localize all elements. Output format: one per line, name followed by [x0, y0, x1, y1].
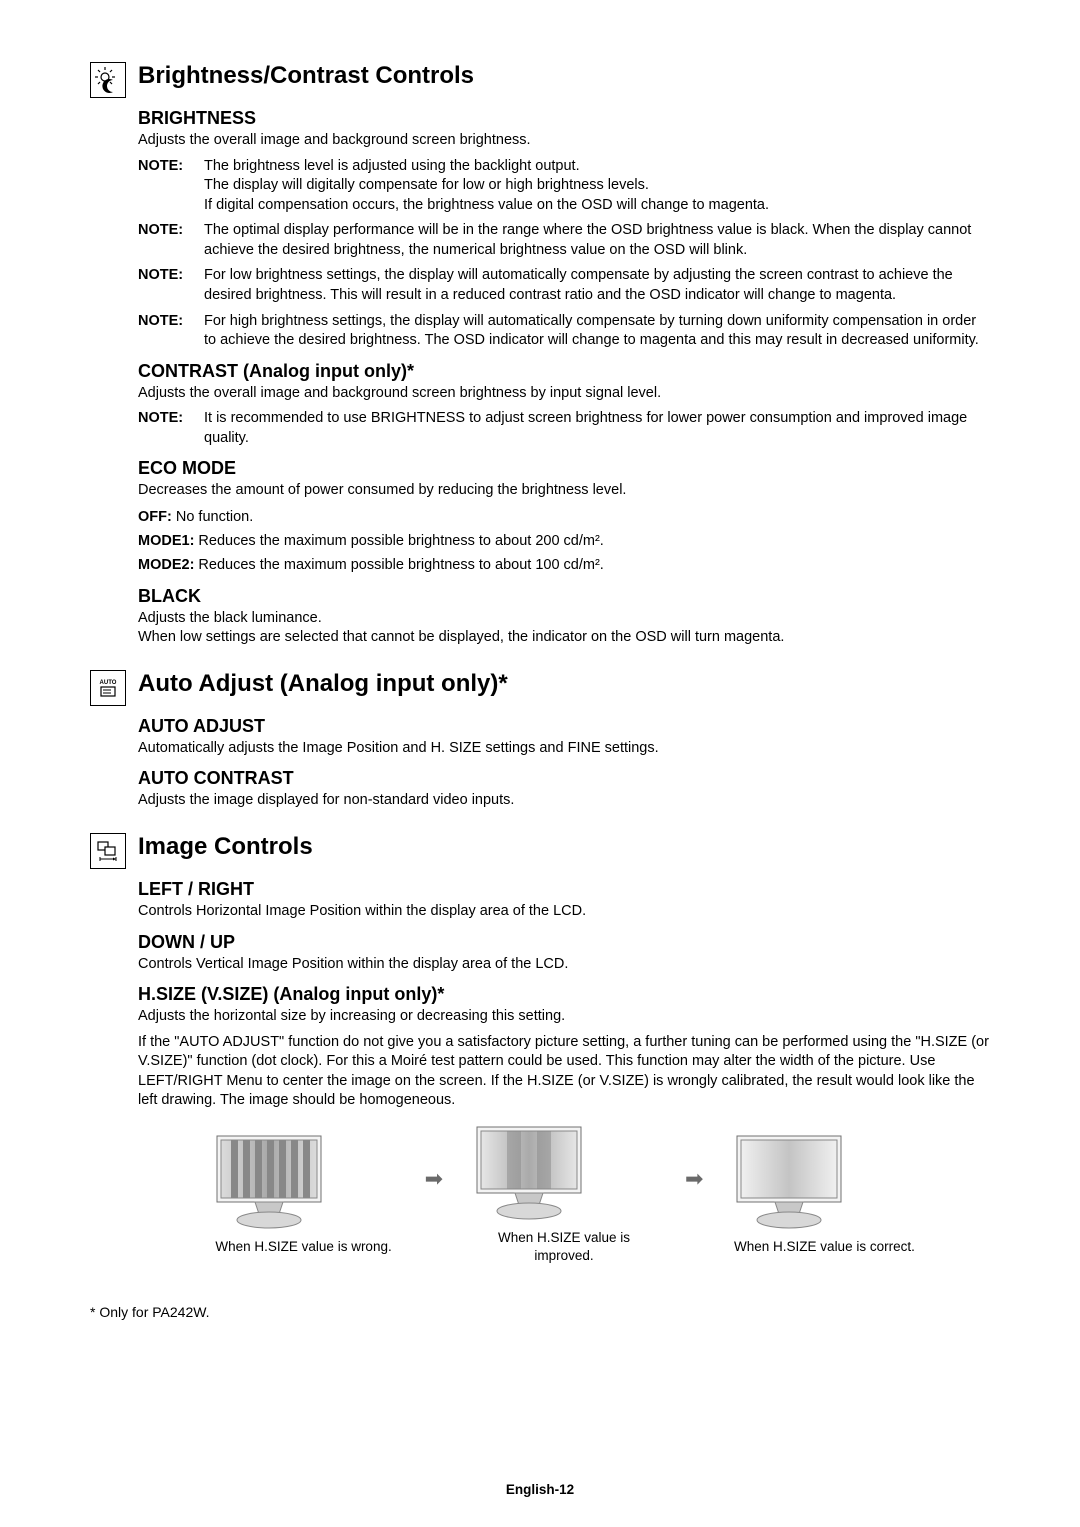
auto-adjust-icon: AUTO	[90, 670, 126, 706]
section-auto-adjust: AUTO Auto Adjust (Analog input only)* AU…	[90, 668, 990, 811]
note-body: For high brightness settings, the displa…	[204, 312, 990, 351]
desc-auto-adjust: Automatically adjusts the Image Position…	[138, 739, 990, 759]
document-page: Brightness/Contrast Controls BRIGHTNESS …	[0, 0, 1080, 1527]
note-label: NOTE:	[138, 409, 190, 448]
desc-brightness: Adjusts the overall image and background…	[138, 131, 990, 151]
image-controls-icon	[90, 833, 126, 869]
arrow-icon: ➡	[425, 1166, 443, 1192]
note-row: NOTE: The brightness level is adjusted u…	[138, 157, 990, 216]
desc-contrast: Adjusts the overall image and background…	[138, 384, 990, 404]
caption-improved: When H.SIZE value is improved.	[469, 1229, 659, 1264]
note-row: NOTE: The optimal display performance wi…	[138, 221, 990, 260]
section-brightness-contrast: Brightness/Contrast Controls BRIGHTNESS …	[90, 60, 990, 648]
section-head: Image Controls	[90, 831, 990, 869]
label-mode2: MODE2:	[138, 557, 194, 573]
heading-downup: DOWN / UP	[138, 932, 990, 953]
desc-hsize: Adjusts the horizontal size by increasin…	[138, 1007, 990, 1027]
black-line2: When low settings are selected that cann…	[138, 628, 990, 648]
section-title: Brightness/Contrast Controls	[138, 60, 474, 91]
desc-auto-contrast: Adjusts the image displayed for non-stan…	[138, 791, 990, 811]
brightness-icon	[90, 62, 126, 98]
section-title: Auto Adjust (Analog input only)*	[138, 668, 508, 699]
heading-auto-adjust: AUTO ADJUST	[138, 716, 990, 737]
para-hsize: If the "AUTO ADJUST" function do not giv…	[138, 1033, 990, 1111]
heading-hsize: H.SIZE (V.SIZE) (Analog input only)*	[138, 984, 990, 1005]
footnote: * Only for PA242W.	[90, 1304, 990, 1320]
monitor-correct: When H.SIZE value is correct.	[729, 1132, 919, 1256]
black-line1: Adjusts the black luminance.	[138, 609, 990, 629]
section-head: AUTO Auto Adjust (Analog input only)*	[90, 668, 990, 706]
section-title: Image Controls	[138, 831, 313, 862]
content-image: LEFT / RIGHT Controls Horizontal Image P…	[138, 879, 990, 1264]
heading-eco: ECO MODE	[138, 458, 990, 479]
note-label: NOTE:	[138, 266, 190, 305]
text-mode2: Reduces the maximum possible brightness …	[194, 557, 603, 573]
label-off: OFF:	[138, 509, 172, 525]
note-row: NOTE: For low brightness settings, the d…	[138, 266, 990, 305]
svg-text:AUTO: AUTO	[100, 680, 117, 686]
text-off: No function.	[172, 509, 253, 525]
desc-downup: Controls Vertical Image Position within …	[138, 955, 990, 975]
arrow-icon: ➡	[685, 1166, 703, 1192]
note-label: NOTE:	[138, 221, 190, 260]
heading-black: BLACK	[138, 586, 990, 607]
content-brightness: BRIGHTNESS Adjusts the overall image and…	[138, 108, 990, 648]
heading-auto-contrast: AUTO CONTRAST	[138, 768, 990, 789]
note-body: For low brightness settings, the display…	[204, 266, 990, 305]
eco-mode1: MODE1: Reduces the maximum possible brig…	[138, 531, 990, 551]
note-row: NOTE: For high brightness settings, the …	[138, 312, 990, 351]
monitor-wrong: When H.SIZE value is wrong.	[209, 1132, 399, 1256]
heading-leftright: LEFT / RIGHT	[138, 879, 990, 900]
monitors-row: When H.SIZE value is wrong. ➡	[138, 1123, 990, 1264]
heading-brightness: BRIGHTNESS	[138, 108, 990, 129]
note-body: It is recommended to use BRIGHTNESS to a…	[204, 409, 990, 448]
section-image-controls: Image Controls LEFT / RIGHT Controls Hor…	[90, 831, 990, 1264]
eco-mode2: MODE2: Reduces the maximum possible brig…	[138, 555, 990, 575]
eco-off: OFF: No function.	[138, 507, 990, 527]
desc-leftright: Controls Horizontal Image Position withi…	[138, 902, 990, 922]
caption-correct: When H.SIZE value is correct.	[729, 1238, 919, 1256]
page-number: English-12	[0, 1482, 1080, 1497]
content-auto: AUTO ADJUST Automatically adjusts the Im…	[138, 716, 990, 811]
note-label: NOTE:	[138, 312, 190, 351]
label-mode1: MODE1:	[138, 533, 194, 549]
text-mode1: Reduces the maximum possible brightness …	[194, 533, 603, 549]
section-head: Brightness/Contrast Controls	[90, 60, 990, 98]
monitor-improved: When H.SIZE value is improved.	[469, 1123, 659, 1264]
note-body: The brightness level is adjusted using t…	[204, 157, 990, 216]
heading-contrast: CONTRAST (Analog input only)*	[138, 361, 990, 382]
note-row: NOTE: It is recommended to use BRIGHTNES…	[138, 409, 990, 448]
note-label: NOTE:	[138, 157, 190, 216]
caption-wrong: When H.SIZE value is wrong.	[209, 1238, 399, 1256]
note-body: The optimal display performance will be …	[204, 221, 990, 260]
desc-eco: Decreases the amount of power consumed b…	[138, 481, 990, 501]
